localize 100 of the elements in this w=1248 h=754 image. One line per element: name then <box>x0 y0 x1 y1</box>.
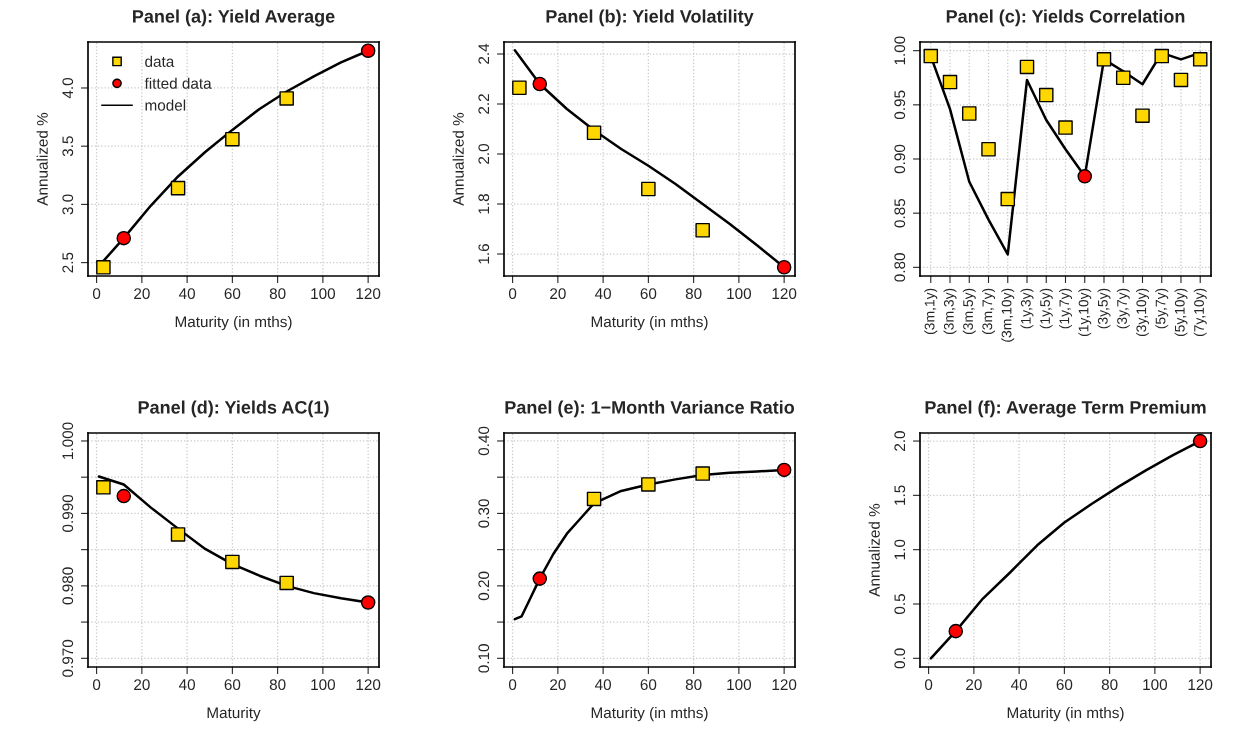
x-axis-title: Maturity (in mths) <box>175 315 292 331</box>
point <box>170 180 186 196</box>
y-tick-label: 0.85 <box>894 198 906 228</box>
chart-title: Panel (e): 1−Month Variance Ratio <box>505 400 795 418</box>
x-tick-label: 0 <box>92 679 101 691</box>
y-tick-label: 0.0 <box>894 648 906 669</box>
point <box>225 554 240 570</box>
x-tick-label: 60 <box>640 679 657 691</box>
point <box>170 527 186 542</box>
point <box>96 259 111 275</box>
x-tick-label: (3y,7y) <box>1116 288 1130 329</box>
y-tick-label: 0.10 <box>478 644 490 673</box>
point <box>279 575 294 591</box>
y-tick-label: 0.20 <box>478 571 490 601</box>
chart-title: Panel (c): Yields Correlation <box>946 9 1185 27</box>
y-tick-label: 1.5 <box>894 485 906 505</box>
point <box>512 80 527 96</box>
y-tick-label: 0.30 <box>478 499 490 528</box>
point <box>532 76 548 92</box>
point <box>641 477 656 492</box>
point <box>695 222 710 238</box>
x-tick-label: 40 <box>1010 679 1028 691</box>
x-tick-label: 20 <box>550 679 566 691</box>
x-axis-title: Maturity (in mths) <box>1007 706 1124 722</box>
point <box>942 74 958 90</box>
x-tick-label: 20 <box>966 679 982 691</box>
point <box>1135 108 1150 123</box>
legend-label: fitted data <box>144 77 212 89</box>
point <box>1038 87 1054 103</box>
y-tick-label: 3.5 <box>62 136 74 157</box>
x-tick-label: 20 <box>134 288 150 300</box>
point <box>1173 72 1189 88</box>
x-tick-label: 80 <box>269 288 286 300</box>
x-tick-label: 20 <box>134 679 150 691</box>
x-tick-label: (1y,3y) <box>1020 288 1034 329</box>
x-tick-label: 80 <box>269 679 286 691</box>
x-tick-label: 60 <box>1056 679 1073 691</box>
point <box>1077 169 1093 184</box>
y-tick-label: 1.0 <box>894 539 906 560</box>
y-tick-label: 2.0 <box>894 431 906 451</box>
point <box>641 181 656 197</box>
x-tick-label: (5y,7y) <box>1155 288 1169 329</box>
point <box>1154 48 1170 64</box>
x-tick-label: 120 <box>772 679 797 691</box>
point <box>225 131 240 147</box>
point <box>776 259 792 275</box>
point <box>96 480 111 495</box>
x-tick-label: 40 <box>594 288 612 300</box>
point <box>116 230 132 246</box>
x-tick-label: (3m,10y) <box>1001 288 1015 342</box>
point <box>116 488 132 504</box>
point <box>1000 191 1016 207</box>
x-tick-label: 100 <box>311 288 336 300</box>
y-tick-label: 0.90 <box>894 144 906 174</box>
y-tick-label: 0.40 <box>478 426 490 456</box>
point <box>1115 70 1131 86</box>
y-tick-label: 0.5 <box>894 594 906 615</box>
y-tick-label: 3.0 <box>62 194 74 215</box>
x-tick-label: 80 <box>685 288 702 300</box>
x-tick-label: 100 <box>311 679 336 691</box>
y-tick-label: 2.2 <box>478 94 490 114</box>
x-tick-label: 120 <box>772 288 797 300</box>
y-axis-title: Annualized % <box>868 503 880 597</box>
chart-title: Panel (d): Yields AC(1) <box>138 400 329 418</box>
y-tick-label: 2.0 <box>478 143 490 164</box>
point <box>776 462 792 478</box>
x-tick-label: 100 <box>1143 679 1168 691</box>
x-tick-label: (1y,10y) <box>1078 288 1092 337</box>
x-tick-label: (1y,7y) <box>1059 288 1072 329</box>
x-tick-label: (3m,7y) <box>982 288 995 335</box>
chart-title: Panel (b): Yield Volatility <box>546 9 754 27</box>
y-axis-title: Annualized % <box>36 112 48 206</box>
point <box>279 91 294 106</box>
x-tick-label: 0 <box>508 679 517 691</box>
x-tick-label: (7y,10y) <box>1193 288 1207 337</box>
x-tick-label: 120 <box>1188 679 1213 691</box>
x-tick-label: (1y,5y) <box>1039 288 1053 329</box>
point <box>532 571 548 586</box>
point <box>923 48 939 64</box>
legend-label: data <box>145 55 175 67</box>
x-tick-label: 60 <box>224 679 241 691</box>
x-tick-label: 60 <box>640 288 657 300</box>
x-axis-title: Maturity (in mths) <box>591 706 708 722</box>
x-tick-label: (3m,1y) <box>924 288 938 335</box>
x-tick-label: 80 <box>1101 679 1118 691</box>
point <box>695 466 710 481</box>
y-tick-label: 0.980 <box>62 567 74 605</box>
y-tick-label: 4.0 <box>62 77 74 99</box>
x-tick-label: (3m,5y) <box>962 288 976 335</box>
x-tick-label: 120 <box>356 288 381 300</box>
x-tick-label: 40 <box>178 288 196 300</box>
chart-title: Panel (a): Yield Average <box>133 9 335 27</box>
x-tick-label: 0 <box>924 679 933 691</box>
y-tick-label: 1.8 <box>478 194 490 214</box>
legend-label: model <box>145 99 186 111</box>
x-tick-label: 40 <box>594 679 612 691</box>
point <box>360 43 376 59</box>
x-axis-title: Maturity (in mths) <box>591 315 708 331</box>
x-tick-label: (5y,10y) <box>1174 288 1188 337</box>
point <box>1096 52 1112 67</box>
